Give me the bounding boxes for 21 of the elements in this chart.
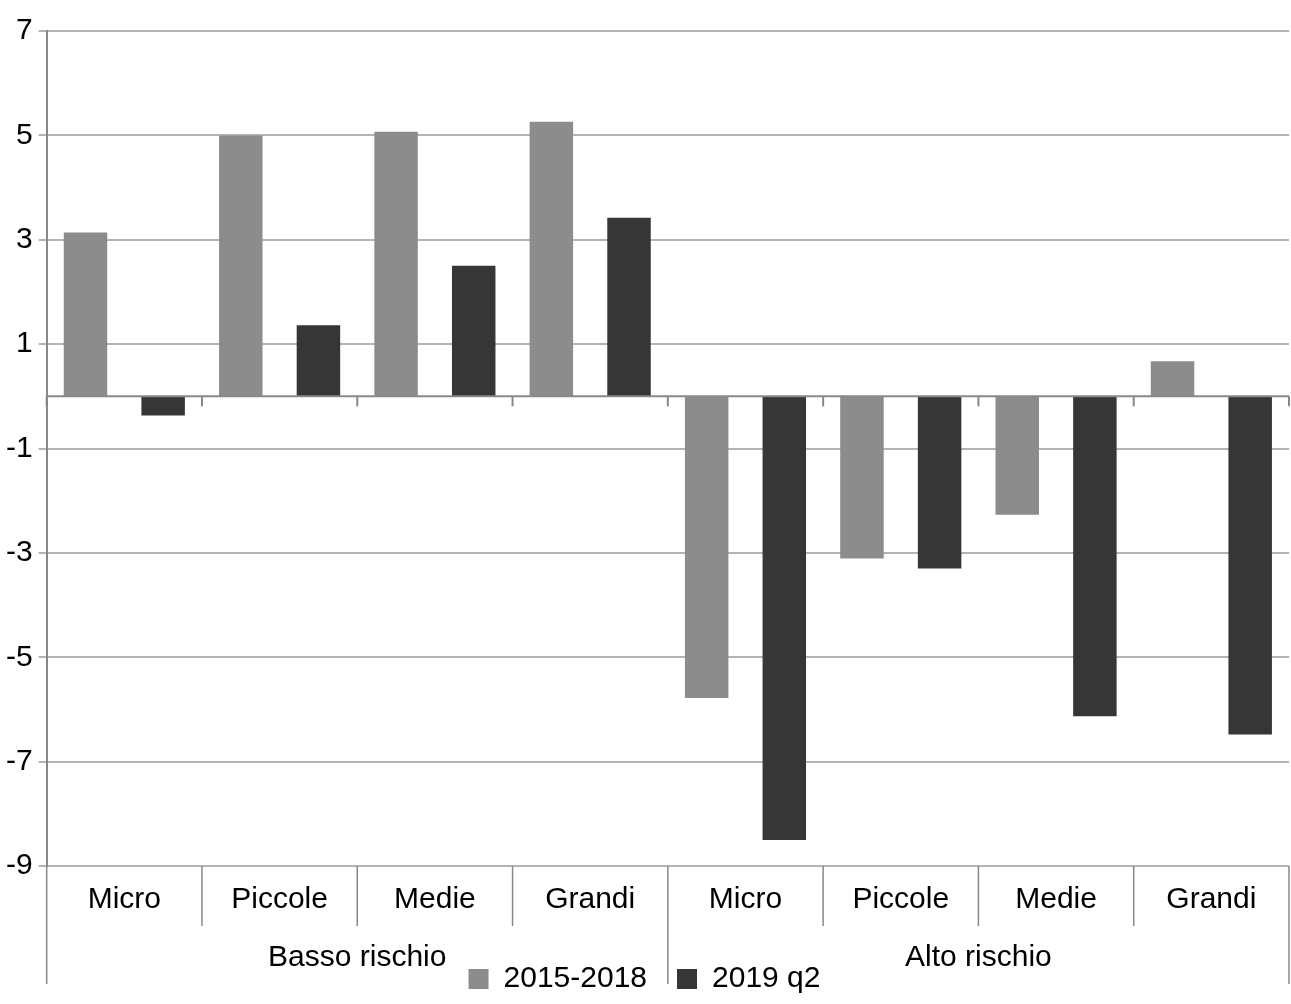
x-tick-label: Micro bbox=[708, 881, 783, 915]
text: Alto rischio bbox=[905, 939, 1052, 973]
x-tick-label: Medie bbox=[1015, 881, 1097, 915]
y-tick-label: -7 bbox=[5, 742, 33, 776]
x-tick-label: Grandi bbox=[1166, 881, 1257, 915]
y-tick-label: -5 bbox=[5, 638, 33, 672]
y-tick-label: 1 bbox=[15, 325, 33, 359]
y-tick-label: 7 bbox=[15, 12, 33, 46]
x-tick-label: Piccole bbox=[231, 881, 328, 915]
x-tick-label: Grandi bbox=[545, 881, 636, 915]
y-tick-label: -9 bbox=[5, 847, 33, 881]
y-tick-label: 3 bbox=[15, 221, 33, 255]
y-tick-label: -1 bbox=[5, 429, 33, 463]
legend-label: 2019 q2 bbox=[712, 960, 821, 994]
x-tick-label: Micro bbox=[87, 881, 161, 915]
legend-label: 2015-2018 bbox=[503, 960, 648, 994]
x-tick-label: Medie bbox=[394, 881, 476, 915]
y-tick-label: -3 bbox=[5, 534, 33, 568]
y-tick-label: 5 bbox=[15, 116, 33, 150]
x-tick-label: Piccole bbox=[852, 881, 950, 915]
text: Basso rischio bbox=[268, 939, 447, 973]
